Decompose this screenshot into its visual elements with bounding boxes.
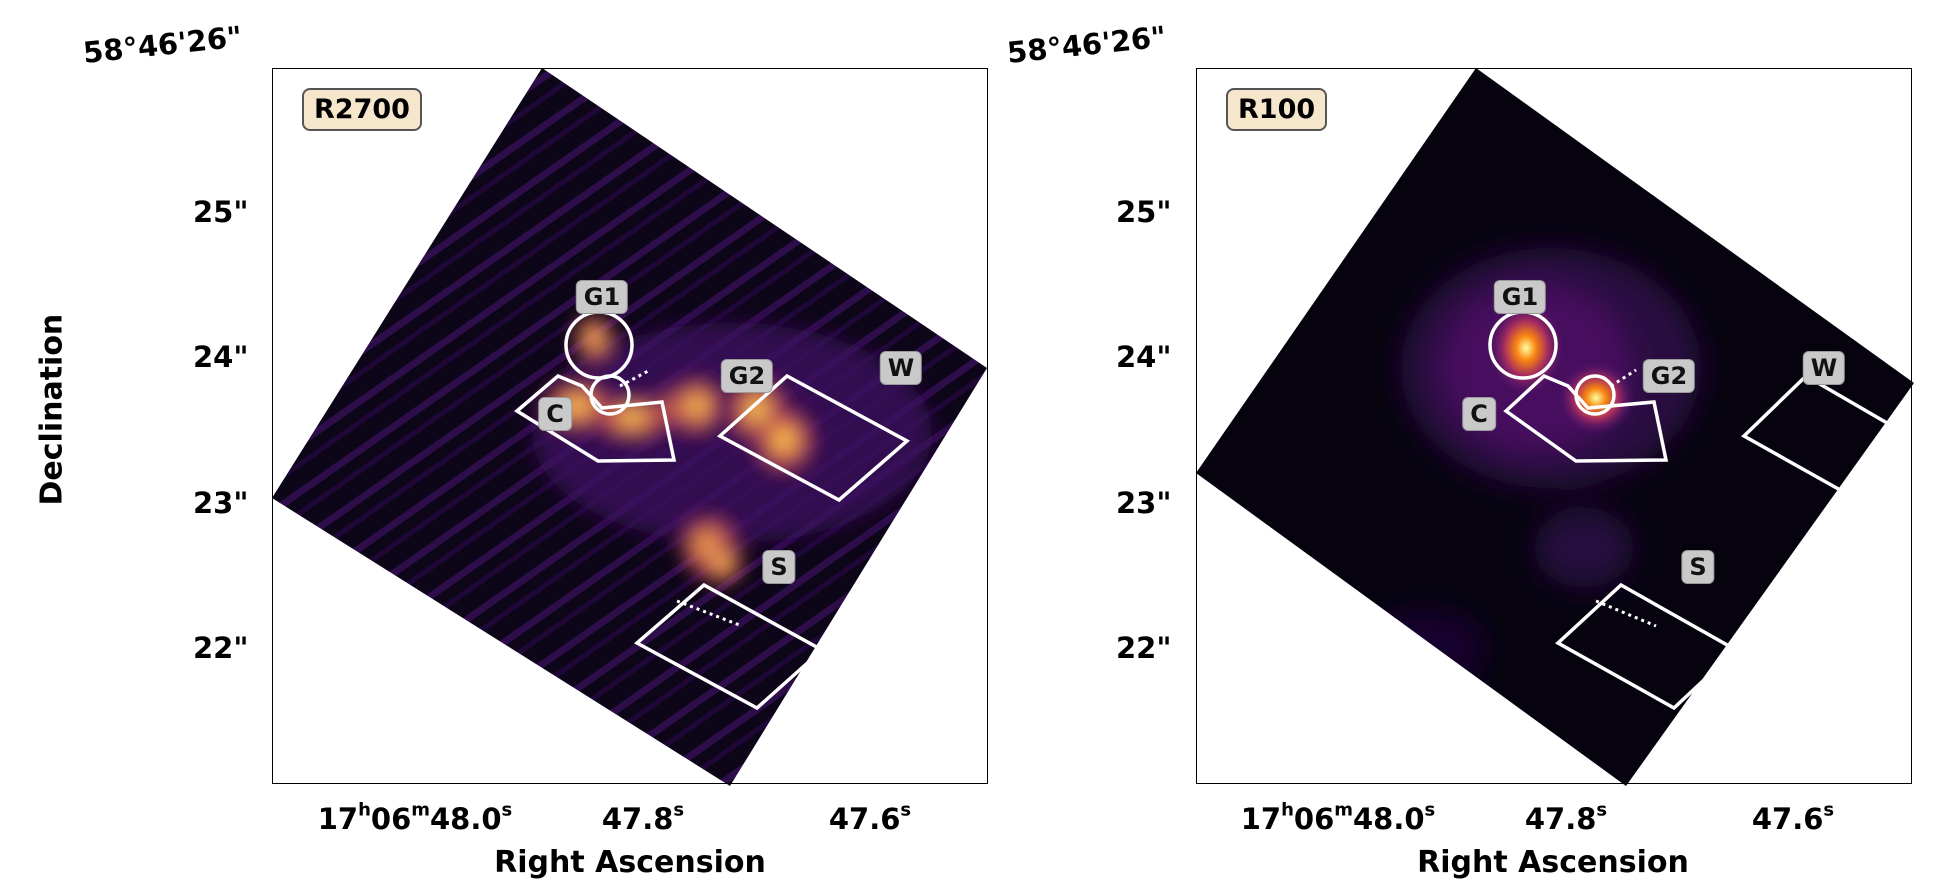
region-label-c-right: C — [1462, 397, 1496, 431]
dec-top-label-left: 58°46'26" — [81, 20, 243, 70]
ytick-right-25: 25" — [1116, 195, 1171, 229]
xtick-right-476: 47.6s — [1752, 802, 1834, 836]
region-label-s-right: S — [1681, 550, 1714, 584]
region-label-g2-right: G2 — [1643, 359, 1695, 393]
x-axis-label-right: Right Ascension — [1417, 845, 1689, 880]
y-axis-label: Declination — [35, 346, 70, 506]
region-label-c-left: C — [538, 397, 572, 431]
xtick-right-48: 17h06m48.0s — [1241, 802, 1436, 836]
panel-left-r2700: R2700 G1 G2 C W S — [272, 68, 990, 786]
region-label-g2-left: G2 — [721, 359, 773, 393]
xtick-left-48: 17h06m48.0s — [318, 802, 513, 836]
r2700-image — [272, 68, 990, 786]
ytick-right-22: 22" — [1116, 631, 1171, 665]
region-label-w-right: W — [1803, 351, 1845, 385]
xtick-left-476: 47.6s — [829, 802, 911, 836]
ytick-right-24: 24" — [1116, 340, 1171, 374]
dec-top-label-right: 58°46'26" — [1005, 20, 1167, 70]
panel-badge-right: R100 — [1226, 88, 1327, 131]
region-label-s-left: S — [762, 550, 795, 584]
r100-image — [1196, 68, 1914, 786]
panel-badge-left: R2700 — [302, 88, 422, 131]
region-label-g1-left: G1 — [576, 280, 628, 314]
ytick-right-23: 23" — [1116, 486, 1171, 520]
region-label-g1-right: G1 — [1494, 280, 1546, 314]
x-axis-label-left: Right Ascension — [494, 845, 766, 880]
panel-right-r100: R100 G1 G2 C W S — [1196, 68, 1914, 786]
region-label-w-left: W — [880, 351, 922, 385]
xtick-right-478: 47.8s — [1525, 802, 1607, 836]
ytick-left-24: 24" — [193, 340, 248, 374]
xtick-left-478: 47.8s — [602, 802, 684, 836]
ytick-left-22: 22" — [193, 631, 248, 665]
ytick-left-23: 23" — [193, 486, 248, 520]
ytick-left-25: 25" — [193, 195, 248, 229]
